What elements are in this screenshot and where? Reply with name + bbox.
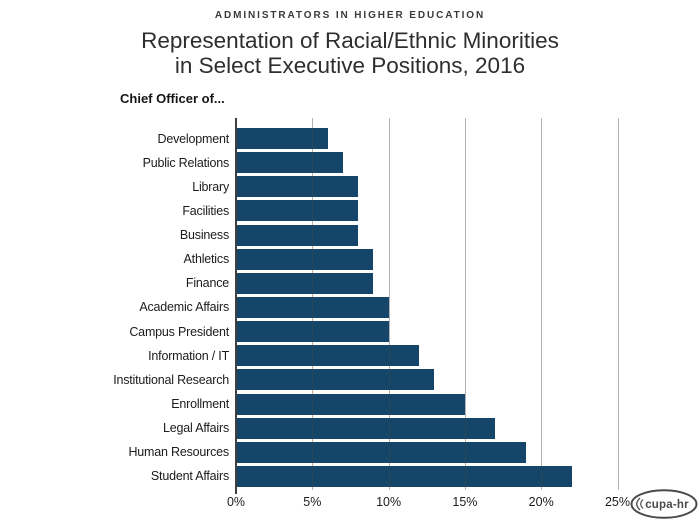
- x-tick-label: 0%: [226, 495, 246, 509]
- bar: [237, 224, 359, 246]
- category-label: Finance: [185, 276, 229, 291]
- category-label: Institutional Research: [113, 372, 229, 387]
- bar: [237, 248, 374, 270]
- bar: [237, 176, 359, 198]
- bar: [237, 296, 389, 318]
- category-label: Library: [192, 179, 229, 194]
- category-label: Information / IT: [148, 348, 229, 363]
- bar: [237, 272, 374, 294]
- x-tick-label: 20%: [528, 495, 554, 509]
- x-tick-label: 5%: [303, 495, 322, 509]
- bar: [237, 321, 389, 343]
- category-label: Academic Affairs: [139, 300, 229, 315]
- category-label: Public Relations: [142, 155, 230, 170]
- category-label: Campus President: [129, 324, 229, 339]
- bar: [237, 369, 435, 391]
- gridline: [312, 118, 314, 490]
- chart-title: Representation of Racial/Ethnic Minoriti…: [0, 28, 700, 78]
- cupa-hr-logo: cupa-hr: [629, 487, 699, 525]
- category-label: Enrollment: [171, 397, 229, 412]
- category-label: Business: [179, 228, 229, 243]
- y-axis-caption: Chief Officer of...: [120, 91, 225, 106]
- bar: [237, 417, 496, 439]
- bar: [237, 441, 526, 463]
- bar: [237, 200, 359, 222]
- chart-title-line-2: in Select Executive Positions, 2016: [174, 53, 526, 78]
- bar: [237, 345, 420, 367]
- bar: [237, 393, 465, 415]
- x-tick-label: 25%: [604, 495, 631, 509]
- chart-title-line-1: Representation of Racial/Ethnic Minoriti…: [141, 28, 559, 53]
- x-axis-line: [235, 118, 237, 494]
- logo-swoosh-icon: [640, 499, 644, 509]
- gridline: [464, 118, 466, 490]
- header-kicker: ADMINISTRATORS IN HIGHER EDUCATION: [214, 10, 486, 21]
- bar: [237, 152, 343, 174]
- category-label: Legal Affairs: [163, 421, 229, 436]
- logo-swoosh-icon: [636, 497, 641, 511]
- category-label: Student Affairs: [150, 469, 229, 484]
- logo-text: cupa-hr: [645, 499, 689, 511]
- x-tick-label: 10%: [376, 495, 402, 509]
- category-label: Human Resources: [128, 445, 229, 460]
- bar: [237, 465, 572, 487]
- category-label: Facilities: [182, 203, 229, 218]
- category-label: Athletics: [183, 252, 230, 267]
- category-label: Development: [157, 131, 230, 146]
- cupa-hr-logo-graphic: cupa-hr: [630, 489, 698, 519]
- gridline: [541, 118, 543, 490]
- gridline: [617, 118, 619, 490]
- x-tick-label: 15%: [452, 495, 478, 509]
- bar: [237, 128, 328, 149]
- gridline: [388, 118, 390, 490]
